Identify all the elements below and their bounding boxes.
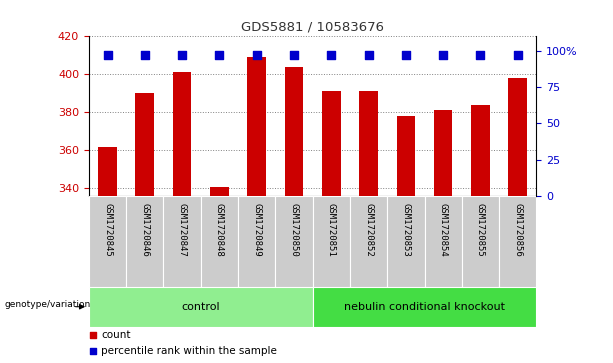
Point [326,52,336,58]
Bar [313,196,350,287]
Bar [471,105,490,196]
Text: GSM1720851: GSM1720851 [327,203,336,257]
Bar [284,67,303,196]
Bar [462,196,499,287]
Bar [201,196,238,287]
Point [401,52,411,58]
Point [252,52,262,58]
Text: GSM1720852: GSM1720852 [364,203,373,257]
Point [88,348,98,354]
Text: percentile rank within the sample: percentile rank within the sample [101,346,277,356]
Point [177,52,187,58]
Text: GSM1720853: GSM1720853 [402,203,410,257]
Text: GSM1720850: GSM1720850 [289,203,299,257]
Point [215,52,224,58]
Bar [508,78,527,196]
Point [102,52,112,58]
Point [476,52,485,58]
Bar [89,287,313,327]
Bar [126,196,164,287]
Bar [387,196,424,287]
Point [513,52,523,58]
Bar [89,196,126,287]
Point [438,52,448,58]
Point [140,52,150,58]
Text: GSM1720856: GSM1720856 [513,203,522,257]
Text: control: control [181,302,220,312]
Bar [434,110,452,196]
Point [364,52,373,58]
Text: GSM1720847: GSM1720847 [178,203,186,257]
Bar [424,196,462,287]
Bar [313,287,536,327]
Text: GSM1720848: GSM1720848 [215,203,224,257]
Bar [98,147,117,196]
Bar [210,187,229,196]
Text: count: count [101,330,131,340]
Bar [499,196,536,287]
Text: genotype/variation: genotype/variation [4,300,91,309]
Bar [359,91,378,196]
Bar [173,73,191,196]
Bar [238,196,275,287]
Point [289,52,299,58]
Text: GSM1720854: GSM1720854 [439,203,447,257]
Bar [248,57,266,196]
Text: GSM1720846: GSM1720846 [140,203,150,257]
Text: nebulin conditional knockout: nebulin conditional knockout [344,302,505,312]
Bar [350,196,387,287]
Bar [275,196,313,287]
Point [88,332,98,338]
Bar [322,91,341,196]
Text: GSM1720849: GSM1720849 [252,203,261,257]
Bar [397,116,415,196]
Text: GSM1720845: GSM1720845 [103,203,112,257]
Text: GSM1720855: GSM1720855 [476,203,485,257]
Title: GDS5881 / 10583676: GDS5881 / 10583676 [241,21,384,34]
Bar [135,93,154,196]
Bar [164,196,200,287]
